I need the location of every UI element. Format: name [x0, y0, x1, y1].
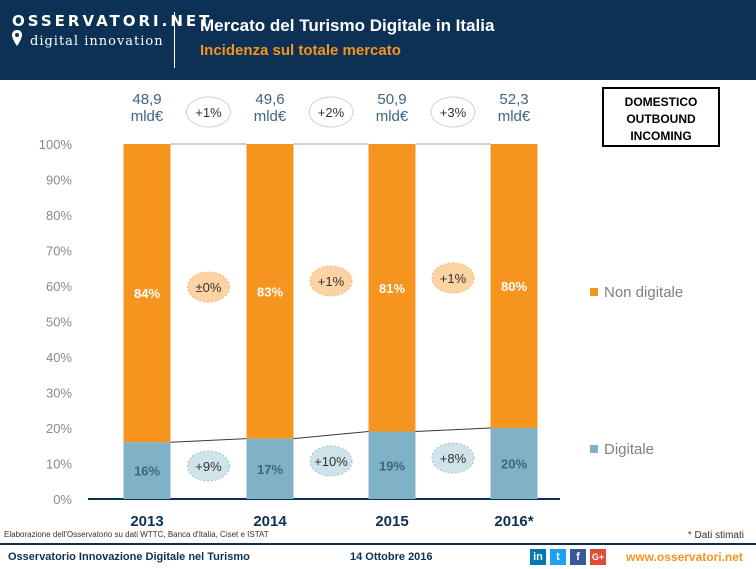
scope-outbound: OUTBOUND [626, 112, 696, 126]
legend-swatch-non-digitale [590, 288, 598, 296]
total-growth-label: +3% [440, 105, 467, 120]
total-unit-label: mld€ [376, 108, 409, 125]
y-tick-label: 10% [46, 457, 72, 472]
y-tick-label: 20% [46, 421, 72, 436]
data-label-digitale: 16% [134, 464, 160, 479]
y-tick-label: 100% [39, 137, 73, 152]
y-tick-label: 40% [46, 350, 72, 365]
bar-digitale [246, 438, 294, 499]
footer-url[interactable]: www.osservatori.net [626, 550, 743, 564]
footer-date: 14 Ottobre 2016 [350, 551, 433, 563]
total-growth-label: +1% [195, 105, 222, 120]
legend-label-non-digitale: Non digitale [604, 284, 683, 301]
bar-non-digitale [246, 144, 294, 439]
total-value-label: 52,3 [499, 91, 528, 108]
logo-tagline: digital innovation [30, 34, 164, 49]
data-label-non-digitale: 81% [379, 281, 405, 296]
non-digital-growth-label: +1% [440, 271, 467, 286]
y-tick-label: 60% [46, 279, 72, 294]
non-digital-growth-label: +1% [318, 274, 345, 289]
legend-label-digitale: Digitale [604, 441, 654, 458]
y-tick-label: 70% [46, 244, 72, 259]
data-label-non-digitale: 80% [501, 279, 527, 294]
digital-growth-label: +8% [440, 451, 467, 466]
digital-connector-line [415, 427, 491, 433]
source-note: Elaborazione dell'Osservatorio su dati W… [4, 530, 269, 539]
bar-non-digitale [123, 144, 171, 443]
y-tick-label: 30% [46, 386, 72, 401]
non-digital-growth-label: ±0% [196, 280, 222, 295]
linkedin-icon[interactable]: in [530, 549, 546, 565]
location-pin-icon [12, 30, 22, 46]
data-label-digitale: 19% [379, 458, 405, 473]
scope-box: DOMESTICO OUTBOUND INCOMING [602, 87, 720, 147]
twitter-icon[interactable]: t [550, 549, 566, 565]
total-unit-label: mld€ [131, 108, 164, 125]
legend-swatch-digitale [590, 445, 598, 453]
total-growth-label: +2% [318, 105, 345, 120]
total-growth-bubble [308, 96, 354, 128]
data-label-non-digitale: 83% [257, 284, 283, 299]
footer-title: Osservatorio Innovazione Digitale nel Tu… [8, 551, 250, 563]
bar-digitale [490, 428, 538, 499]
logo-wordmark: OSSERVATORI.NET [12, 12, 213, 30]
header-divider [174, 12, 175, 68]
bar-digitale [368, 431, 416, 499]
total-unit-label: mld€ [498, 108, 531, 125]
estimate-note: * Dati stimati [687, 530, 744, 541]
data-label-digitale: 20% [501, 457, 527, 472]
scope-incoming: INCOMING [630, 129, 692, 143]
digital-growth-bubble [309, 445, 353, 477]
total-growth-bubble [186, 96, 231, 128]
stacked-bar-chart: 0% 10% 20% 30% 40% 50% 60% 70% 80% 90% 100% 16% 84% 2… [39, 91, 683, 530]
page-title: Mercato del Turismo Digitale in Italia [200, 16, 495, 35]
digital-growth-label: +10% [314, 454, 348, 469]
digital-growth-bubble [187, 450, 230, 482]
non-digital-growth-bubble [309, 265, 353, 297]
header: OSSERVATORI.NET digital innovation Merca… [0, 0, 756, 80]
data-label-digitale: 17% [257, 462, 283, 477]
y-tick-label: 50% [46, 315, 72, 330]
x-tick-label: 2015 [375, 513, 408, 530]
bar-non-digitale [490, 144, 538, 428]
data-label-non-digitale: 84% [134, 286, 160, 301]
total-value-label: 48,9 [132, 91, 161, 108]
non-digital-growth-bubble [187, 271, 230, 303]
x-tick-label: 2013 [130, 513, 163, 530]
googleplus-icon[interactable]: G+ [590, 549, 606, 565]
total-value-label: 50,9 [377, 91, 406, 108]
scope-domestico: DOMESTICO [624, 95, 698, 109]
digital-connector-line [170, 438, 247, 443]
total-value-label: 49,6 [255, 91, 284, 108]
total-growth-bubble [430, 96, 476, 128]
x-tick-label: 2016* [494, 513, 533, 530]
digital-growth-label: +9% [195, 459, 222, 474]
page-subtitle: Incidenza sul totale mercato [200, 42, 401, 59]
y-tick-label: 90% [46, 173, 72, 188]
x-tick-label: 2014 [253, 513, 287, 530]
y-tick-label: 80% [46, 208, 72, 223]
bar-non-digitale [368, 144, 416, 432]
non-digital-growth-bubble [431, 262, 475, 294]
total-unit-label: mld€ [254, 108, 287, 125]
bar-digitale [123, 442, 171, 499]
y-tick-label: 0% [53, 492, 72, 507]
digital-growth-bubble [431, 442, 475, 474]
facebook-icon[interactable]: f [570, 549, 586, 565]
footer-divider [0, 543, 756, 545]
digital-connector-line [293, 431, 369, 440]
